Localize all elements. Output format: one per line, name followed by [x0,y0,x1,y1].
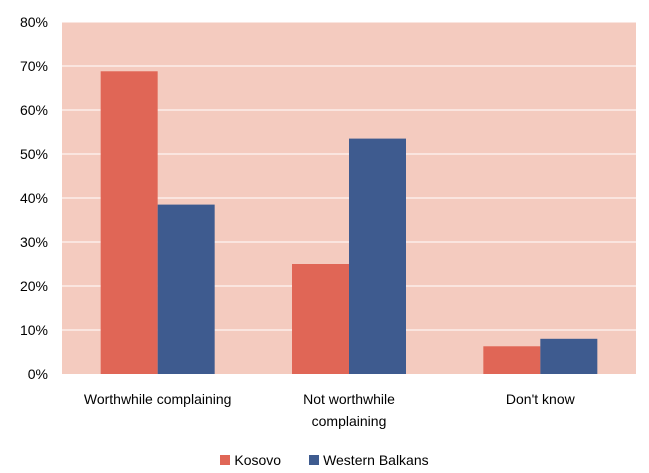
legend-item-western-balkans: Western Balkans [309,452,429,468]
bar [100,71,158,374]
legend-swatch-western-balkans [309,455,320,465]
y-tick-label: 40% [20,190,48,206]
y-tick-label: 80% [20,14,48,30]
bar [157,204,215,374]
y-tick-label: 30% [20,234,48,250]
bar [540,338,598,374]
legend-label-western-balkans: Western Balkans [323,452,429,468]
x-tick-label: Not worthwhile [303,391,395,407]
legend-label-kosovo: Kosovo [234,452,282,468]
legend: Kosovo Western Balkans [0,452,649,468]
chart-canvas: 0% 10% 20% 30% 40% 50% 60% 70% 80% Worthwhile com… [20,14,636,429]
bar [349,138,406,374]
legend-swatch-kosovo [220,455,231,465]
x-tick-label: complaining [312,413,387,429]
bar [483,346,541,374]
y-tick-label: 50% [20,146,48,162]
y-tick-label: 70% [20,58,48,74]
y-tick-label: 0% [28,366,48,382]
y-tick-label: 60% [20,102,48,118]
legend-item-kosovo: Kosovo [220,452,281,468]
x-tick-label: Don't know [506,391,576,407]
y-tick-label: 20% [20,278,48,294]
bar [292,264,349,374]
x-tick-label: Worthwhile complaining [84,391,232,407]
y-tick-label: 10% [20,322,48,338]
